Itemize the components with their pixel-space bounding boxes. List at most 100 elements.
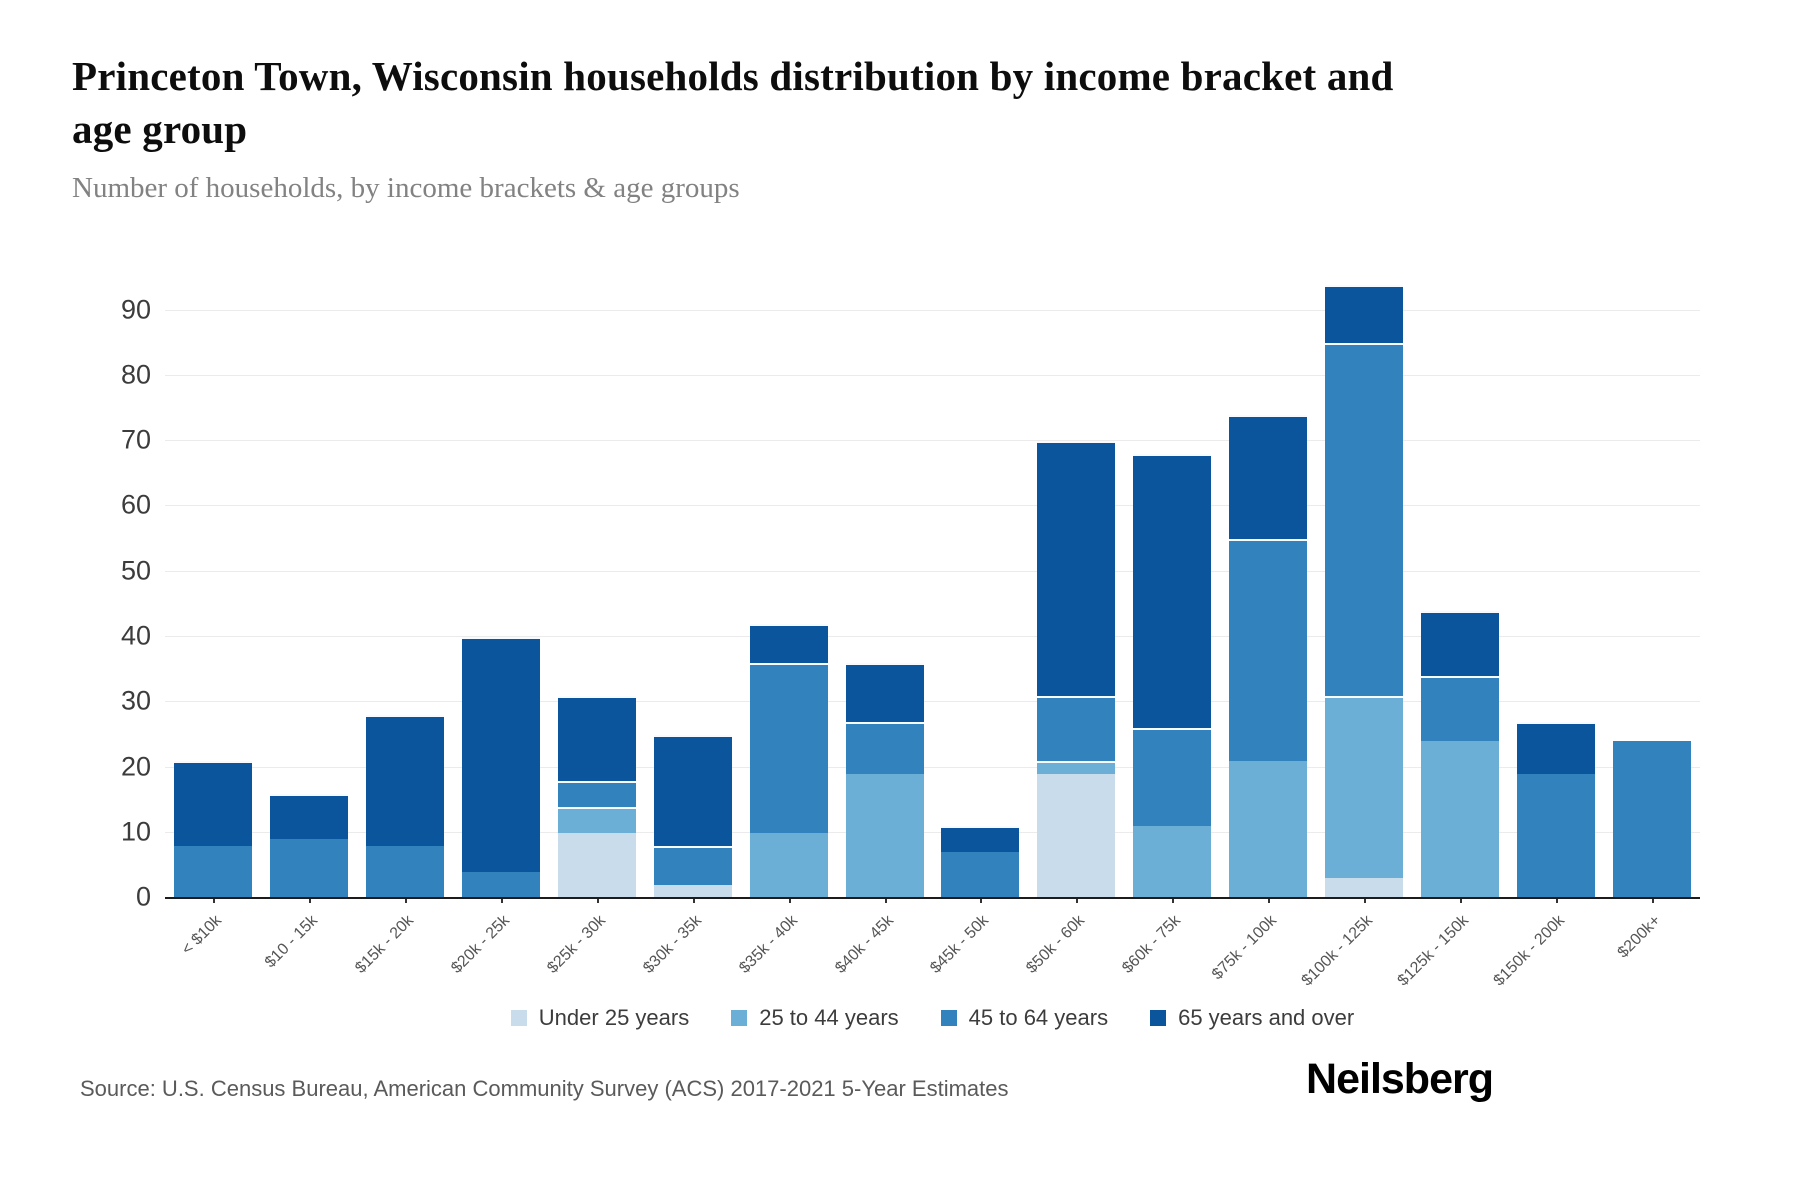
bar-segment[interactable] <box>749 663 828 833</box>
x-axis-label: $150k - 200k <box>1490 912 1569 990</box>
gridline-y10: 10 <box>121 816 1700 846</box>
x-axis-label: $125k - 150k <box>1394 912 1473 990</box>
bar-segment[interactable] <box>1037 695 1116 761</box>
bar-slot: $30k - 35k <box>640 265 741 977</box>
bar-segment[interactable] <box>845 663 924 722</box>
gridline-y20: 20 <box>121 751 1700 781</box>
bar-segment[interactable] <box>653 884 732 898</box>
bar-segment[interactable] <box>269 839 348 898</box>
x-axis-label: $25k - 30k <box>543 912 609 977</box>
gridline-y30: 30 <box>121 686 1700 716</box>
gridline-y40: 40 <box>121 620 1700 650</box>
y-axis-tick-label: 80 <box>120 359 151 390</box>
bar-segment[interactable] <box>653 845 732 885</box>
bar-segment[interactable] <box>557 780 636 807</box>
x-axis-tick <box>500 898 503 903</box>
y-axis-tick-label: 60 <box>120 489 151 520</box>
bar-segment[interactable] <box>1133 454 1212 729</box>
legend-item[interactable]: Under 25 years <box>510 1005 689 1031</box>
legend-label: 65 years and over <box>1178 1005 1355 1030</box>
x-axis-label: $30k - 35k <box>639 912 705 977</box>
stacked-bar-$30k - 35k <box>653 734 732 898</box>
bar-segment[interactable] <box>365 715 444 846</box>
bar-segment[interactable] <box>1229 539 1308 761</box>
bar-segment[interactable] <box>365 845 444 898</box>
x-axis-tick <box>884 898 887 903</box>
stacked-bar-$150k - 200k <box>1517 721 1596 898</box>
legend-item[interactable]: 65 years and over <box>1150 1005 1354 1031</box>
bar-segment[interactable] <box>1325 695 1404 879</box>
bar-segment[interactable] <box>1037 774 1116 898</box>
bar-segment[interactable] <box>1133 826 1212 898</box>
bar-segment[interactable] <box>1133 728 1212 827</box>
bar-slot: $100k - 125k <box>1299 265 1412 989</box>
bar-segment[interactable] <box>173 760 252 846</box>
stacked-bar-$100k - 125k <box>1325 284 1404 898</box>
bar-segment[interactable] <box>461 636 540 872</box>
x-axis-tick <box>1556 898 1559 903</box>
y-axis-tick-label: 0 <box>135 881 151 912</box>
bar-segment[interactable] <box>1037 441 1116 696</box>
gridline-y60: 60 <box>121 490 1700 520</box>
bar-segment[interactable] <box>941 852 1020 898</box>
y-axis-tick-label: 70 <box>120 424 151 455</box>
stacked-bar-$15k - 20k <box>365 715 444 898</box>
x-axis-label: $45k - 50k <box>927 912 993 977</box>
legend-label: 45 to 64 years <box>968 1005 1109 1030</box>
bar-segment[interactable] <box>173 845 252 898</box>
stacked-bar-< $10k <box>173 760 252 898</box>
bar-segment[interactable] <box>1229 760 1308 898</box>
x-axis-tick <box>1364 898 1367 903</box>
bar-segment[interactable] <box>749 623 828 664</box>
gridline-y0: 0 <box>136 882 1700 912</box>
stacked-bar-$50k - 60k <box>1037 441 1116 898</box>
gridline-y50: 50 <box>121 555 1700 585</box>
bar-segment[interactable] <box>941 826 1020 853</box>
x-axis-label: $100k - 125k <box>1298 912 1377 990</box>
bar-segment[interactable] <box>1229 415 1308 540</box>
gridline-y90: 90 <box>121 294 1700 324</box>
stacked-bar-$20k - 25k <box>461 636 540 898</box>
bar-segment[interactable] <box>1325 878 1404 898</box>
chart-plot-area: 0 10 20 30 40 50 60 70 80 90 < $10k $10 - 15k $15k … <box>121 265 1700 989</box>
bar-slot: $200k+ <box>1604 265 1700 961</box>
legend-item[interactable]: 25 to 44 years <box>731 1005 899 1031</box>
stacked-bar-$35k - 40k <box>749 623 828 898</box>
bar-segment[interactable] <box>1517 721 1596 775</box>
bar-segment[interactable] <box>557 695 636 781</box>
bar-slot: $60k - 75k <box>1120 265 1220 977</box>
bar-segment[interactable] <box>1037 760 1116 775</box>
x-axis-label: $10 - 15k <box>261 912 321 972</box>
bar-segment[interactable] <box>557 806 636 833</box>
legend-swatch-icon <box>731 1010 748 1026</box>
x-axis-tick <box>692 898 695 903</box>
y-axis-tick-label: 50 <box>120 555 151 586</box>
legend-item[interactable]: 45 to 64 years <box>940 1005 1109 1031</box>
bar-segment[interactable] <box>653 734 732 846</box>
source-note: Source: U.S. Census Bureau, American Com… <box>80 1076 1009 1101</box>
bar-segment[interactable] <box>1517 774 1596 898</box>
bar-segment[interactable] <box>845 774 924 898</box>
bar-segment[interactable] <box>461 871 540 898</box>
bar-segment[interactable] <box>1613 741 1692 898</box>
bar-segment[interactable] <box>1421 741 1500 898</box>
bar-segment[interactable] <box>1421 610 1500 677</box>
x-axis-tick <box>212 898 215 903</box>
bar-segment[interactable] <box>269 793 348 840</box>
x-axis-label: < $10k <box>178 912 225 959</box>
bar-slot: $50k - 60k <box>1024 265 1124 977</box>
bar-segment[interactable] <box>749 832 828 898</box>
legend-label: 25 to 44 years <box>759 1005 899 1030</box>
y-axis-tick-label: 30 <box>120 685 151 716</box>
bar-slot: $40k - 45k <box>832 265 933 977</box>
bar-segment[interactable] <box>1421 676 1500 742</box>
bar-segment[interactable] <box>845 721 924 775</box>
stacked-bar-$200k+ <box>1613 741 1692 898</box>
bar-segment[interactable] <box>1325 284 1404 344</box>
bar-segment[interactable] <box>1325 343 1404 696</box>
bar-slot: $45k - 50k <box>928 265 1029 977</box>
y-axis-tick-label: 90 <box>120 294 151 325</box>
bar-segment[interactable] <box>557 832 636 898</box>
gridline-y80: 80 <box>121 359 1700 389</box>
x-axis-label: $50k - 60k <box>1023 912 1089 977</box>
